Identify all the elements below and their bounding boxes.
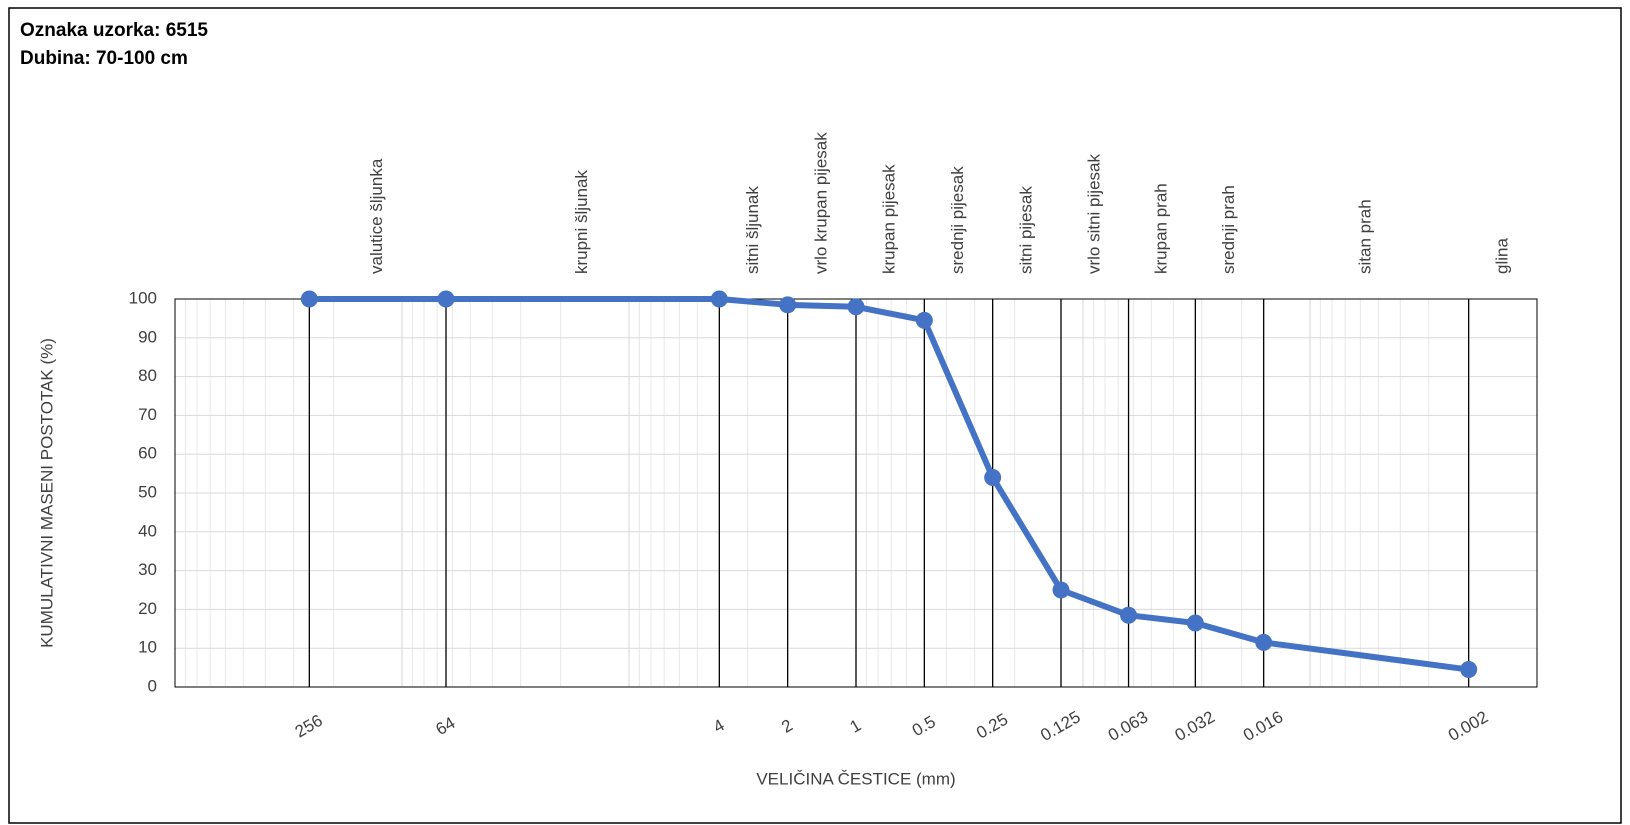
y-tick-label: 10 (138, 638, 157, 657)
zone-label: srednji prah (1219, 185, 1238, 274)
y-tick-label: 80 (138, 366, 157, 385)
y-tick-label: 60 (138, 444, 157, 463)
data-point (915, 311, 933, 329)
data-point (710, 290, 728, 308)
zone-label: glina (1492, 238, 1511, 274)
zone-label: vrlo krupan pijesak (811, 132, 830, 274)
y-tick-label: 20 (138, 599, 157, 618)
zone-label: krupni šljunak (572, 170, 591, 274)
y-axis-label: KUMULATIVNI MASENI POSTOTAK (%) (37, 338, 56, 648)
data-line (309, 296, 1470, 673)
data-point (1052, 581, 1070, 599)
data-point (437, 290, 455, 308)
y-tick-label: 50 (138, 482, 157, 501)
zone-label: valutice šljunka (367, 158, 386, 274)
data-point (984, 468, 1002, 486)
data-point (1120, 606, 1138, 624)
zone-label: krupan prah (1151, 183, 1170, 274)
data-point (1460, 661, 1478, 679)
zone-label: krupan pijesak (880, 164, 899, 274)
y-tick-label: 0 (148, 676, 157, 695)
y-tick-label: 100 (129, 288, 157, 307)
data-point (1186, 614, 1204, 632)
y-tick-label: 40 (138, 521, 157, 540)
data-point (1255, 633, 1273, 651)
zone-label: sitni pijesak (1016, 186, 1035, 274)
y-tick-label: 30 (138, 560, 157, 579)
zone-label: vrlo sitni pijesak (1084, 154, 1103, 274)
data-point (779, 296, 797, 314)
zone-label: sitan prah (1356, 199, 1375, 274)
chart-title: Oznaka uzorka: 6515 (20, 20, 208, 41)
zone-label: srednji pijesak (948, 166, 967, 274)
data-point (847, 298, 865, 316)
y-tick-label: 70 (138, 405, 157, 424)
data-point (300, 290, 318, 308)
x-axis-label: VELIČINA ČESTICE (mm) (756, 769, 955, 788)
y-tick-label: 90 (138, 327, 157, 346)
chart-subtitle: Dubina: 70-100 cm (20, 48, 188, 69)
zone-label: sitni šljunak (743, 186, 762, 274)
